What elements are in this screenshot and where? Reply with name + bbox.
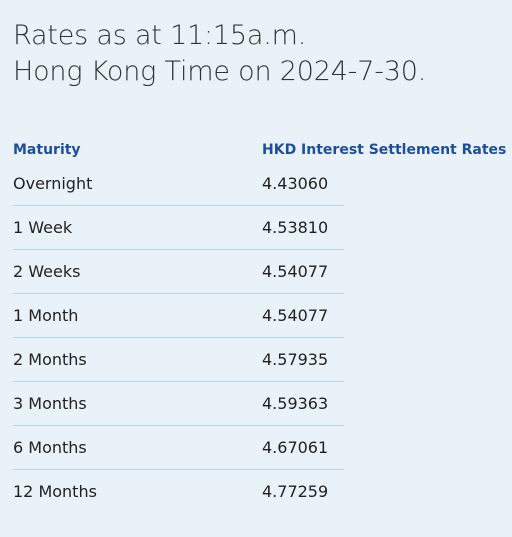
rate-cell: 4.59363: [262, 394, 329, 413]
page-heading: Rates as at 11:15a.m. Hong Kong Time on …: [13, 18, 426, 90]
rate-cell: 4.57935: [262, 350, 329, 369]
maturity-cell: Overnight: [13, 174, 93, 193]
table-row: 12 Months 4.77259: [13, 470, 344, 514]
table-row: 2 Weeks 4.54077: [13, 250, 344, 294]
rates-table: Overnight 4.43060 1 Week 4.53810 2 Weeks…: [13, 162, 344, 514]
heading-line-2: Hong Kong Time on 2024-7-30.: [13, 56, 427, 87]
table-row: Overnight 4.43060: [13, 162, 344, 206]
rate-cell: 4.54077: [262, 262, 329, 281]
heading-line-1: Rates as at 11:15a.m.: [13, 20, 307, 51]
table-row: 1 Month 4.54077: [13, 294, 344, 338]
maturity-cell: 1 Week: [13, 218, 73, 237]
maturity-cell: 2 Months: [13, 350, 87, 369]
maturity-cell: 3 Months: [13, 394, 87, 413]
rate-cell: 4.54077: [262, 306, 329, 325]
rate-cell: 4.43060: [262, 174, 329, 193]
table-row: 3 Months 4.59363: [13, 382, 344, 426]
rate-cell: 4.53810: [262, 218, 329, 237]
maturity-cell: 12 Months: [13, 482, 97, 501]
table-row: 2 Months 4.57935: [13, 338, 344, 382]
maturity-cell: 2 Weeks: [13, 262, 81, 281]
column-header-rate: HKD Interest Settlement Rates: [262, 142, 507, 158]
table-row: 1 Week 4.53810: [13, 206, 344, 250]
maturity-cell: 1 Month: [13, 306, 79, 325]
maturity-cell: 6 Months: [13, 438, 87, 457]
table-row: 6 Months 4.67061: [13, 426, 344, 470]
rate-cell: 4.77259: [262, 482, 329, 501]
column-header-maturity: Maturity: [13, 142, 81, 158]
rate-cell: 4.67061: [262, 438, 329, 457]
